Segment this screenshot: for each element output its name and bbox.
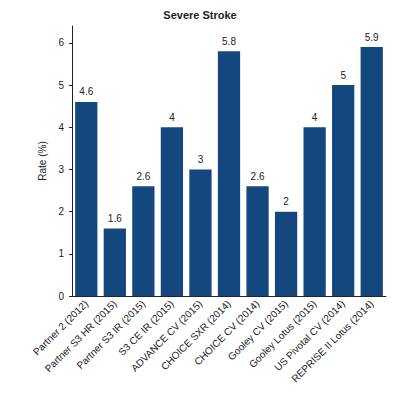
svg-text:Rate (%): Rate (%) [37,141,48,180]
svg-text:2: 2 [283,196,289,207]
svg-text:US Pivotal CV (2014): US Pivotal CV (2014) [272,298,348,373]
svg-text:5: 5 [58,80,64,91]
svg-text:Partner S3 HR (2015): Partner S3 HR (2015) [42,298,119,375]
svg-text:2.6: 2.6 [251,171,265,182]
svg-text:2: 2 [58,206,64,217]
svg-text:2.6: 2.6 [136,171,150,182]
svg-text:Partner S3 IR (2015): Partner S3 IR (2015) [74,298,148,371]
svg-text:1.6: 1.6 [108,213,122,224]
svg-text:Gooley Lotus (2015): Gooley Lotus (2015) [246,298,319,370]
svg-text:4.6: 4.6 [79,86,93,97]
svg-text:3: 3 [198,154,204,165]
svg-text:5.9: 5.9 [365,32,379,43]
svg-text:4: 4 [58,122,64,133]
svg-text:5: 5 [340,70,346,81]
svg-text:S3 CE IR (2015): S3 CE IR (2015) [116,298,176,358]
svg-text:1: 1 [58,248,64,259]
svg-text:6: 6 [58,37,64,48]
svg-text:CHOICE SXR (2014): CHOICE SXR (2014) [158,298,233,373]
svg-text:0: 0 [58,291,64,302]
svg-text:CHOICE CV (2014): CHOICE CV (2014) [192,298,262,368]
svg-text:4: 4 [312,112,318,123]
svg-text:Severe Stroke: Severe Stroke [163,9,236,21]
svg-text:3: 3 [58,164,64,175]
svg-text:REPRISE II Lotus (2014): REPRISE II Lotus (2014) [289,298,375,384]
svg-text:Gooley CV (2015): Gooley CV (2015) [225,298,290,363]
svg-text:ADVANCE CV (2015): ADVANCE CV (2015) [128,298,205,374]
svg-text:Partner 2 (2012): Partner 2 (2012) [31,298,91,358]
svg-text:4: 4 [169,112,175,123]
svg-text:5.8: 5.8 [222,36,236,47]
